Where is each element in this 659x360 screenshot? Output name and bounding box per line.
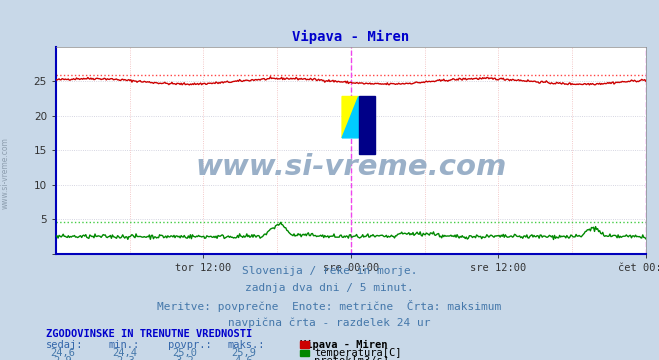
Text: pretok[m3/s]: pretok[m3/s]	[314, 356, 389, 360]
Text: temperatura[C]: temperatura[C]	[314, 348, 402, 358]
Text: povpr.:: povpr.:	[168, 340, 212, 350]
Polygon shape	[342, 96, 358, 138]
Text: Slovenija / reke in morje.: Slovenija / reke in morje.	[242, 266, 417, 276]
Text: 25,9: 25,9	[231, 348, 256, 358]
Text: 4,6: 4,6	[235, 356, 253, 360]
Text: min.:: min.:	[109, 340, 140, 350]
Text: ZGODOVINSKE IN TRENUTNE VREDNOSTI: ZGODOVINSKE IN TRENUTNE VREDNOSTI	[46, 329, 252, 339]
Text: zadnja dva dni / 5 minut.: zadnja dva dni / 5 minut.	[245, 283, 414, 293]
Text: 2,9: 2,9	[53, 356, 72, 360]
Polygon shape	[342, 96, 358, 138]
Title: Vipava - Miren: Vipava - Miren	[293, 30, 409, 44]
Text: 24,6: 24,6	[50, 348, 75, 358]
Text: navpična črta - razdelek 24 ur: navpična črta - razdelek 24 ur	[228, 318, 431, 328]
Text: Vipava - Miren: Vipava - Miren	[300, 340, 387, 350]
Text: maks.:: maks.:	[227, 340, 265, 350]
Text: 3,2: 3,2	[175, 356, 194, 360]
Text: www.si-vreme.com: www.si-vreme.com	[195, 153, 507, 181]
Text: Meritve: povprečne  Enote: metrične  Črta: maksimum: Meritve: povprečne Enote: metrične Črta:…	[158, 300, 501, 312]
Text: 24,4: 24,4	[113, 348, 138, 358]
Text: 25,0: 25,0	[172, 348, 197, 358]
Text: sedaj:: sedaj:	[46, 340, 84, 350]
Polygon shape	[358, 96, 375, 154]
Text: www.si-vreme.com: www.si-vreme.com	[1, 137, 10, 209]
Text: 2,3: 2,3	[116, 356, 134, 360]
